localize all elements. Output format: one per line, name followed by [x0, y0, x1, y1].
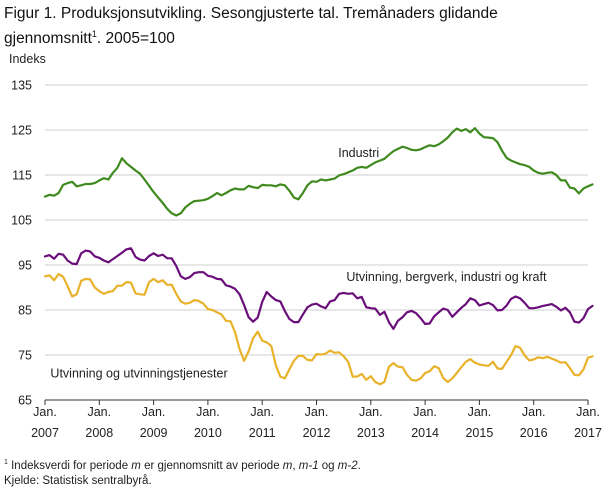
x-tick-label-year-2017: 2017: [574, 426, 602, 440]
x-tick-label-month-2008: Jan.: [87, 405, 111, 419]
footnote-m-minus-1: m-1: [298, 459, 319, 472]
chart-title-line1: Figur 1. Produksjonsutvikling. Sesongjus…: [4, 5, 498, 22]
x-tick-label-month-2010: Jan.: [196, 405, 220, 419]
footnote-m2: m: [282, 459, 293, 472]
x-tick-label-year-2010: 2010: [194, 426, 222, 440]
x-axis: Jan. 2007 Jan. 2008 Jan. 2009 Jan. 2010 Jan. 2011…: [31, 399, 602, 440]
chart-title-footnote-ref: 1: [91, 29, 97, 39]
x-tick-label-year-2007: 2007: [31, 426, 59, 440]
chart-title-line2: gjennomsnitt: [4, 30, 92, 48]
series-line-1: [43, 247, 594, 330]
footnote-m: m: [131, 459, 141, 472]
y-tick-label-95: 95: [18, 259, 32, 273]
series-annotations: Industri Utvinning, bergverk, industri og…: [50, 146, 547, 381]
y-tick-label-105: 105: [11, 214, 32, 228]
x-tick-label-month-2007: Jan.: [33, 405, 57, 419]
footnote-text-5: .: [357, 459, 361, 472]
chart-title: Figur 1. Produksjonsutvikling. Sesongjus…: [4, 3, 604, 49]
footnote-ref: 1: [4, 459, 8, 466]
x-tick-label-month-2009: Jan.: [142, 405, 166, 419]
series-label-2: Utvinning og utvinningstjenester: [50, 367, 227, 381]
source-note: Kjelde: Statistisk sentralbyrå.: [4, 474, 152, 487]
series-label-1: Utvinning, bergverk, industri og kraft: [346, 270, 547, 284]
y-axis-label: Indeks: [9, 52, 46, 66]
footnote-line1: 1 Indeksverdi for periode m er gjennomsn…: [4, 455, 361, 474]
x-tick-label-month-2017: Jan.: [576, 405, 600, 419]
x-tick-label-month-2012: Jan.: [305, 405, 329, 419]
footnote-text-3: ,: [292, 459, 299, 472]
y-tick-label-125: 125: [11, 124, 32, 138]
footnote-text-1: Indeksverdi for periode: [7, 459, 132, 472]
x-tick-label-year-2014: 2014: [411, 426, 439, 440]
chart-title-base: . 2005=100: [96, 30, 175, 48]
x-tick-label-year-2008: 2008: [85, 426, 113, 440]
y-tick-label-65: 65: [18, 394, 32, 408]
x-tick-label-year-2016: 2016: [520, 426, 548, 440]
x-tick-label-year-2012: 2012: [303, 426, 331, 440]
x-tick-label-month-2015: Jan.: [468, 405, 492, 419]
x-tick-label-year-2011: 2011: [249, 426, 276, 440]
x-tick-label-year-2015: 2015: [465, 426, 493, 440]
y-axis-ticks: 65 75 85 95 105 115 125 135: [11, 79, 32, 408]
footnote-text-2: er gjennomsnitt av periode: [140, 459, 283, 472]
x-tick-label-month-2016: Jan.: [522, 405, 546, 419]
x-tick-label-month-2014: Jan.: [413, 405, 437, 419]
series-lines: [43, 127, 594, 386]
series-label-0: Industri: [338, 146, 379, 160]
y-tick-label-85: 85: [18, 304, 32, 318]
x-tick-label-year-2009: 2009: [140, 426, 168, 440]
x-tick-label-year-2013: 2013: [357, 426, 385, 440]
footnote-text-4: og: [318, 459, 338, 472]
y-tick-label-135: 135: [11, 79, 32, 93]
x-tick-label-month-2011: Jan.: [250, 405, 274, 419]
footnote: 1 Indeksverdi for periode m er gjennomsn…: [4, 455, 361, 489]
footnote-m-minus-2: m-2: [337, 459, 358, 472]
y-tick-label-75: 75: [18, 349, 32, 363]
series-line-2: [43, 272, 594, 386]
y-tick-label-115: 115: [12, 169, 32, 183]
x-tick-label-month-2013: Jan.: [359, 405, 383, 419]
series-line-0: [43, 127, 594, 217]
gridlines: [45, 84, 588, 356]
